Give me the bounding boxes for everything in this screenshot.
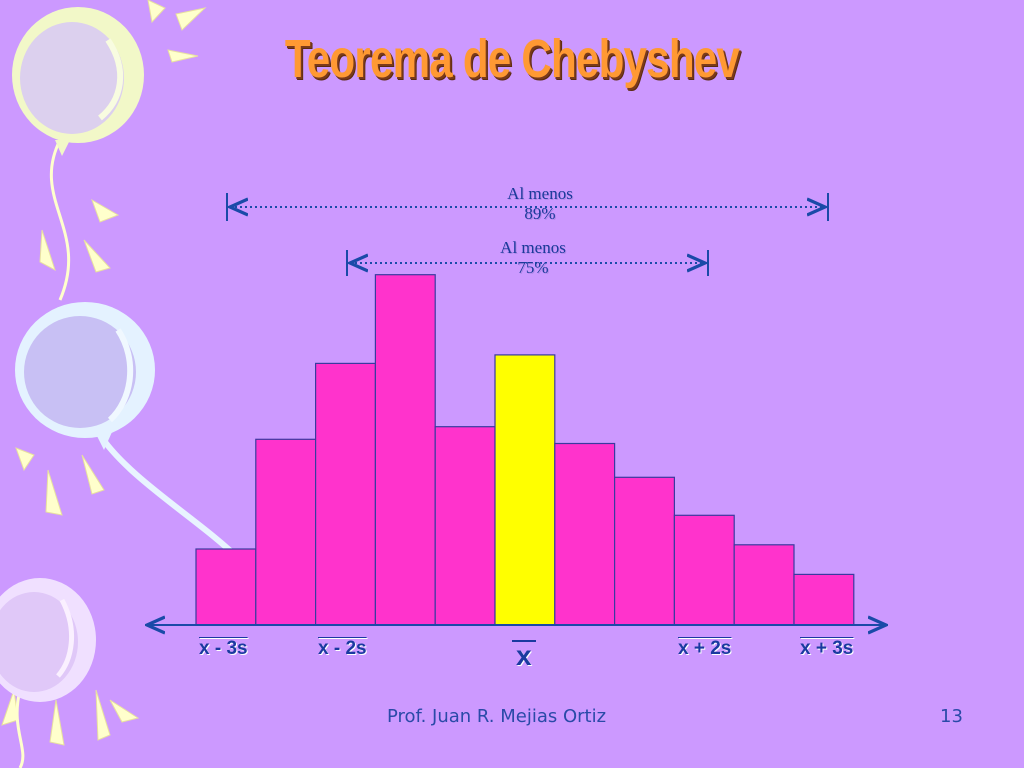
annotation-89: Al menos 89% xyxy=(470,184,610,224)
histogram-bar xyxy=(613,476,675,626)
histogram-bar xyxy=(733,544,795,626)
tick-label-minus-2s: x - 2s xyxy=(318,638,367,660)
range-75-bracket xyxy=(346,250,709,276)
range-89-bracket xyxy=(226,193,829,221)
sparkle-icons xyxy=(1,0,207,746)
tick-label-mean: x xyxy=(512,640,536,672)
tick-plus-3s-text: x + 3s xyxy=(800,638,854,659)
histogram-bar xyxy=(673,514,735,626)
tick-minus-3s-text: x - 3s xyxy=(199,638,248,659)
tick-mean-text: x xyxy=(516,640,532,671)
histogram-bar xyxy=(434,426,496,626)
tick-label-minus-3s: x - 3s xyxy=(199,638,248,660)
tick-label-plus-3s: x + 3s xyxy=(800,638,853,660)
slide-title: Teorema de Chebyshev xyxy=(284,29,740,89)
tick-label-plus-2s: x + 2s xyxy=(678,638,731,660)
annotation-75-line1: Al menos xyxy=(500,238,566,257)
histogram-bar xyxy=(374,274,436,626)
histogram-bar xyxy=(315,362,377,626)
histogram-bar xyxy=(195,548,257,626)
tick-plus-2s-text: x + 2s xyxy=(678,638,732,659)
annotation-89-line2: 89% xyxy=(524,204,556,223)
annotation-89-line1: Al menos xyxy=(507,184,573,203)
histogram-bar xyxy=(554,442,616,626)
histogram-bar xyxy=(255,438,317,626)
histogram-bar xyxy=(793,573,855,626)
annotation-75: Al menos 75% xyxy=(463,238,603,278)
histogram-bars xyxy=(195,274,855,626)
histogram-bar-mean xyxy=(494,354,556,626)
page-number: 13 xyxy=(940,706,963,727)
tick-minus-2s-text: x - 2s xyxy=(318,638,367,659)
mean-overline xyxy=(512,640,536,642)
annotation-75-line2: 75% xyxy=(517,258,549,277)
footer-author: Prof. Juan R. Mejias Ortiz xyxy=(387,706,607,727)
